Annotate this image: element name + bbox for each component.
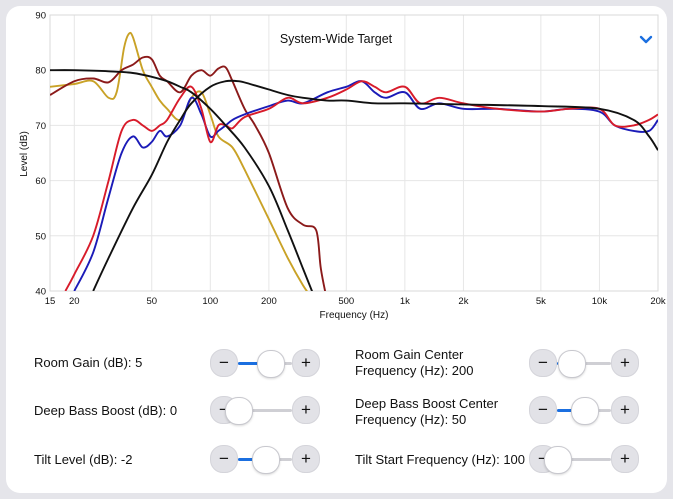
y-tick-label: 70	[35, 121, 46, 132]
x-tick-label: 100	[202, 296, 218, 307]
chart-grid	[49, 14, 659, 292]
tilt-level-decrease-button[interactable]: −	[210, 445, 238, 473]
series-line-red-response	[64, 80, 658, 291]
room-gain-label: Room Gain (dB): 5	[34, 355, 143, 370]
deep-bass-boost-label: Deep Bass Boost (dB): 0	[34, 403, 178, 418]
room-gain-center-label: Room Gain Center Frequency (Hz): 200	[355, 347, 474, 378]
x-tick-label: 200	[261, 296, 277, 307]
room-gain-slider-fill	[238, 362, 271, 365]
x-tick-label: 50	[146, 296, 157, 307]
y-tick-label: 60	[35, 176, 46, 187]
series-line-target-high-falling	[50, 69, 313, 291]
tilt-start-frequency-slider-track[interactable]	[557, 458, 611, 461]
y-tick-label: 50	[35, 231, 46, 242]
room-gain-center-slider-thumb[interactable]	[557, 350, 586, 378]
tilt-level-slider-thumb[interactable]	[252, 446, 280, 474]
x-tick-label: 5k	[536, 296, 546, 307]
room-gain-slider-thumb[interactable]	[257, 350, 286, 378]
deep-bass-boost-increase-button[interactable]: +	[292, 396, 320, 424]
tilt-level-label: Tilt Level (dB): -2	[34, 452, 133, 467]
deep-bass-boost-slider-thumb[interactable]	[225, 397, 253, 425]
tilt-level-increase-button[interactable]: +	[292, 445, 320, 473]
deep-bass-boost-center-slider-thumb[interactable]	[571, 397, 599, 425]
tilt-start-frequency-increase-button[interactable]: +	[611, 445, 639, 473]
series-line-dark-red-response	[50, 55, 327, 291]
x-tick-label: 10k	[592, 296, 608, 307]
tilt-level-stepper[interactable]: − +	[210, 445, 320, 474]
x-tick-label: 20	[69, 296, 80, 307]
tilt-start-frequency-slider-thumb[interactable]	[544, 446, 572, 474]
deep-bass-boost-stepper[interactable]: − +	[210, 396, 320, 425]
deep-bass-boost-center-label: Deep Bass Boost Center Frequency (Hz): 5…	[355, 396, 499, 427]
deep-bass-boost-slider-track[interactable]	[238, 409, 292, 412]
frequency-response-chart: 15 20 50 100 200 500 1k 2k 5k 10k 20k405060708090 …	[19, 11, 666, 322]
plot-frame	[49, 14, 659, 292]
x-tick-label: 2k	[458, 296, 468, 307]
y-axis-label: Level (dB)	[19, 131, 30, 177]
room-gain-center-stepper[interactable]: − +	[529, 349, 639, 378]
chevron-down-icon[interactable]	[639, 35, 653, 44]
y-tick-label: 80	[35, 66, 46, 77]
room-gain-decrease-button[interactable]: −	[210, 349, 238, 377]
room-gain-increase-button[interactable]: +	[292, 349, 320, 377]
series-line-blue-response	[73, 80, 658, 291]
chart-series	[50, 31, 658, 291]
deep-bass-boost-center-stepper[interactable]: − +	[529, 396, 639, 425]
tilt-start-frequency-label: Tilt Start Frequency (Hz): 100	[355, 452, 526, 467]
x-tick-label: 1k	[400, 296, 410, 307]
y-tick-label: 40	[35, 287, 46, 298]
chart-ticks: 15 20 50 100 200 500 1k 2k 5k 10k 20k 40 50 60 70 80 90	[35, 11, 665, 308]
x-tick-label: 15	[45, 296, 56, 307]
eq-panel: 15 20 50 100 200 500 1k 2k 5k 10k 20k 40 50 60 70 80 90 …	[6, 6, 667, 493]
deep-bass-boost-center-decrease-button[interactable]: −	[529, 396, 557, 424]
x-tick-label: 500	[338, 296, 354, 307]
deep-bass-boost-center-increase-button[interactable]: +	[611, 396, 639, 424]
chart-title[interactable]: System-Wide Target	[280, 32, 393, 46]
room-gain-center-decrease-button[interactable]: −	[529, 349, 557, 377]
x-axis-label: Frequency (Hz)	[320, 310, 389, 321]
room-gain-stepper[interactable]: − +	[210, 349, 320, 378]
room-gain-center-increase-button[interactable]: +	[611, 349, 639, 377]
x-tick-label: 20k	[650, 296, 666, 307]
tilt-level-slider-fill	[238, 458, 265, 461]
y-tick-label: 90	[35, 11, 46, 22]
series-line-yellow-response	[50, 31, 308, 291]
tilt-start-frequency-stepper[interactable]: − +	[529, 445, 639, 474]
deep-bass-boost-center-slider-fill	[557, 409, 584, 412]
series-line-target-low-rising	[92, 79, 658, 291]
